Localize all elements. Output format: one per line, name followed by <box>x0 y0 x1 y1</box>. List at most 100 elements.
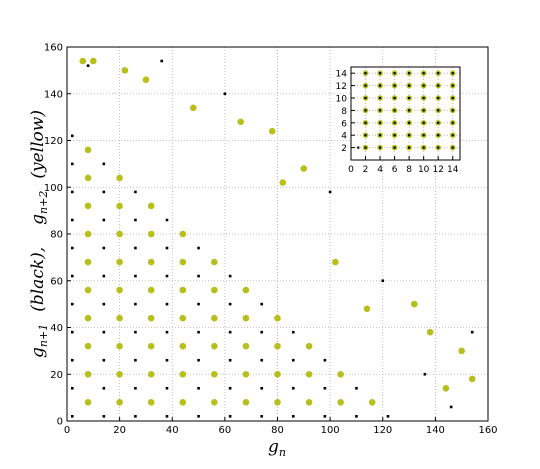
point <box>70 386 74 390</box>
point <box>142 76 150 84</box>
point <box>458 347 465 355</box>
y-tick-label: 20 <box>50 370 63 381</box>
point <box>437 72 440 75</box>
y-tick-label: 140 <box>44 89 63 100</box>
point <box>393 121 396 124</box>
point <box>70 415 74 418</box>
point <box>70 134 74 138</box>
y-tick-label: 14 <box>336 70 348 80</box>
label-note: (yellow) <box>28 110 48 179</box>
point <box>84 342 92 350</box>
point <box>393 72 396 75</box>
x-tick-label: 80 <box>271 425 284 436</box>
point <box>378 134 382 137</box>
point <box>451 96 454 100</box>
point <box>121 67 129 74</box>
point <box>408 84 411 87</box>
y-tick-label: 6 <box>341 119 347 129</box>
point <box>147 202 155 210</box>
point <box>305 399 313 406</box>
point <box>378 109 382 112</box>
point <box>364 134 367 137</box>
point <box>355 386 358 390</box>
point <box>116 399 123 406</box>
point <box>70 246 74 250</box>
point <box>102 218 106 222</box>
x-tick-label: 6 <box>392 165 398 175</box>
point <box>211 370 218 378</box>
point <box>368 399 376 406</box>
point <box>102 302 106 306</box>
point <box>378 146 382 149</box>
point <box>422 121 425 124</box>
point <box>116 286 123 294</box>
point <box>451 121 454 124</box>
point <box>378 96 382 100</box>
point <box>79 57 87 65</box>
y-tick-label: 2 <box>341 144 347 154</box>
point <box>197 302 200 306</box>
point <box>451 84 454 87</box>
point <box>165 274 169 278</box>
point <box>305 370 313 378</box>
label-sub: n+2 <box>37 191 50 214</box>
y-axis-label: gn+1(black),gn+2(yellow) <box>28 110 50 358</box>
y-tick-label: 160 <box>44 43 63 54</box>
point <box>393 146 396 149</box>
point <box>468 375 476 383</box>
x-tick-label: 0 <box>348 165 354 175</box>
y-tick-label: 12 <box>336 82 347 92</box>
x-tick-label: 0 <box>64 425 70 436</box>
point <box>190 104 197 112</box>
point <box>386 415 390 418</box>
plot-area <box>351 67 460 160</box>
point <box>179 314 187 322</box>
point <box>363 305 371 313</box>
plot-frame <box>350 66 461 161</box>
point <box>242 370 250 378</box>
point <box>451 146 454 149</box>
point <box>147 342 155 350</box>
point <box>364 84 367 87</box>
point <box>116 342 123 350</box>
point <box>147 370 155 378</box>
point <box>147 286 155 294</box>
point <box>90 57 97 65</box>
point <box>84 202 92 210</box>
point <box>323 386 327 390</box>
x-tick-label: 40 <box>166 425 179 436</box>
point <box>134 190 137 194</box>
point <box>242 286 250 294</box>
x-tick-label: 20 <box>113 425 126 436</box>
point <box>393 84 396 87</box>
point <box>84 370 92 378</box>
point <box>134 302 137 306</box>
y-tick-label: 60 <box>50 276 63 287</box>
point <box>260 330 264 334</box>
point <box>147 399 155 406</box>
point <box>197 415 200 418</box>
point <box>165 330 169 334</box>
point <box>437 146 440 149</box>
point <box>70 162 74 166</box>
point <box>300 165 308 172</box>
x-tick-label: 2 <box>363 165 369 175</box>
x-axis-label: gn <box>268 437 286 459</box>
point <box>70 358 74 362</box>
point <box>337 370 344 378</box>
y-tick-label: 10 <box>336 95 348 105</box>
point <box>422 96 425 100</box>
point <box>165 246 169 250</box>
point <box>411 300 418 308</box>
point <box>422 146 425 149</box>
point <box>179 342 187 350</box>
x-tick-label: 160 <box>478 425 497 436</box>
point <box>147 258 155 266</box>
point <box>422 109 425 112</box>
point <box>84 174 92 182</box>
y-tick-label: 4 <box>341 132 347 142</box>
point <box>84 258 92 266</box>
point <box>332 258 339 266</box>
point <box>228 415 232 418</box>
